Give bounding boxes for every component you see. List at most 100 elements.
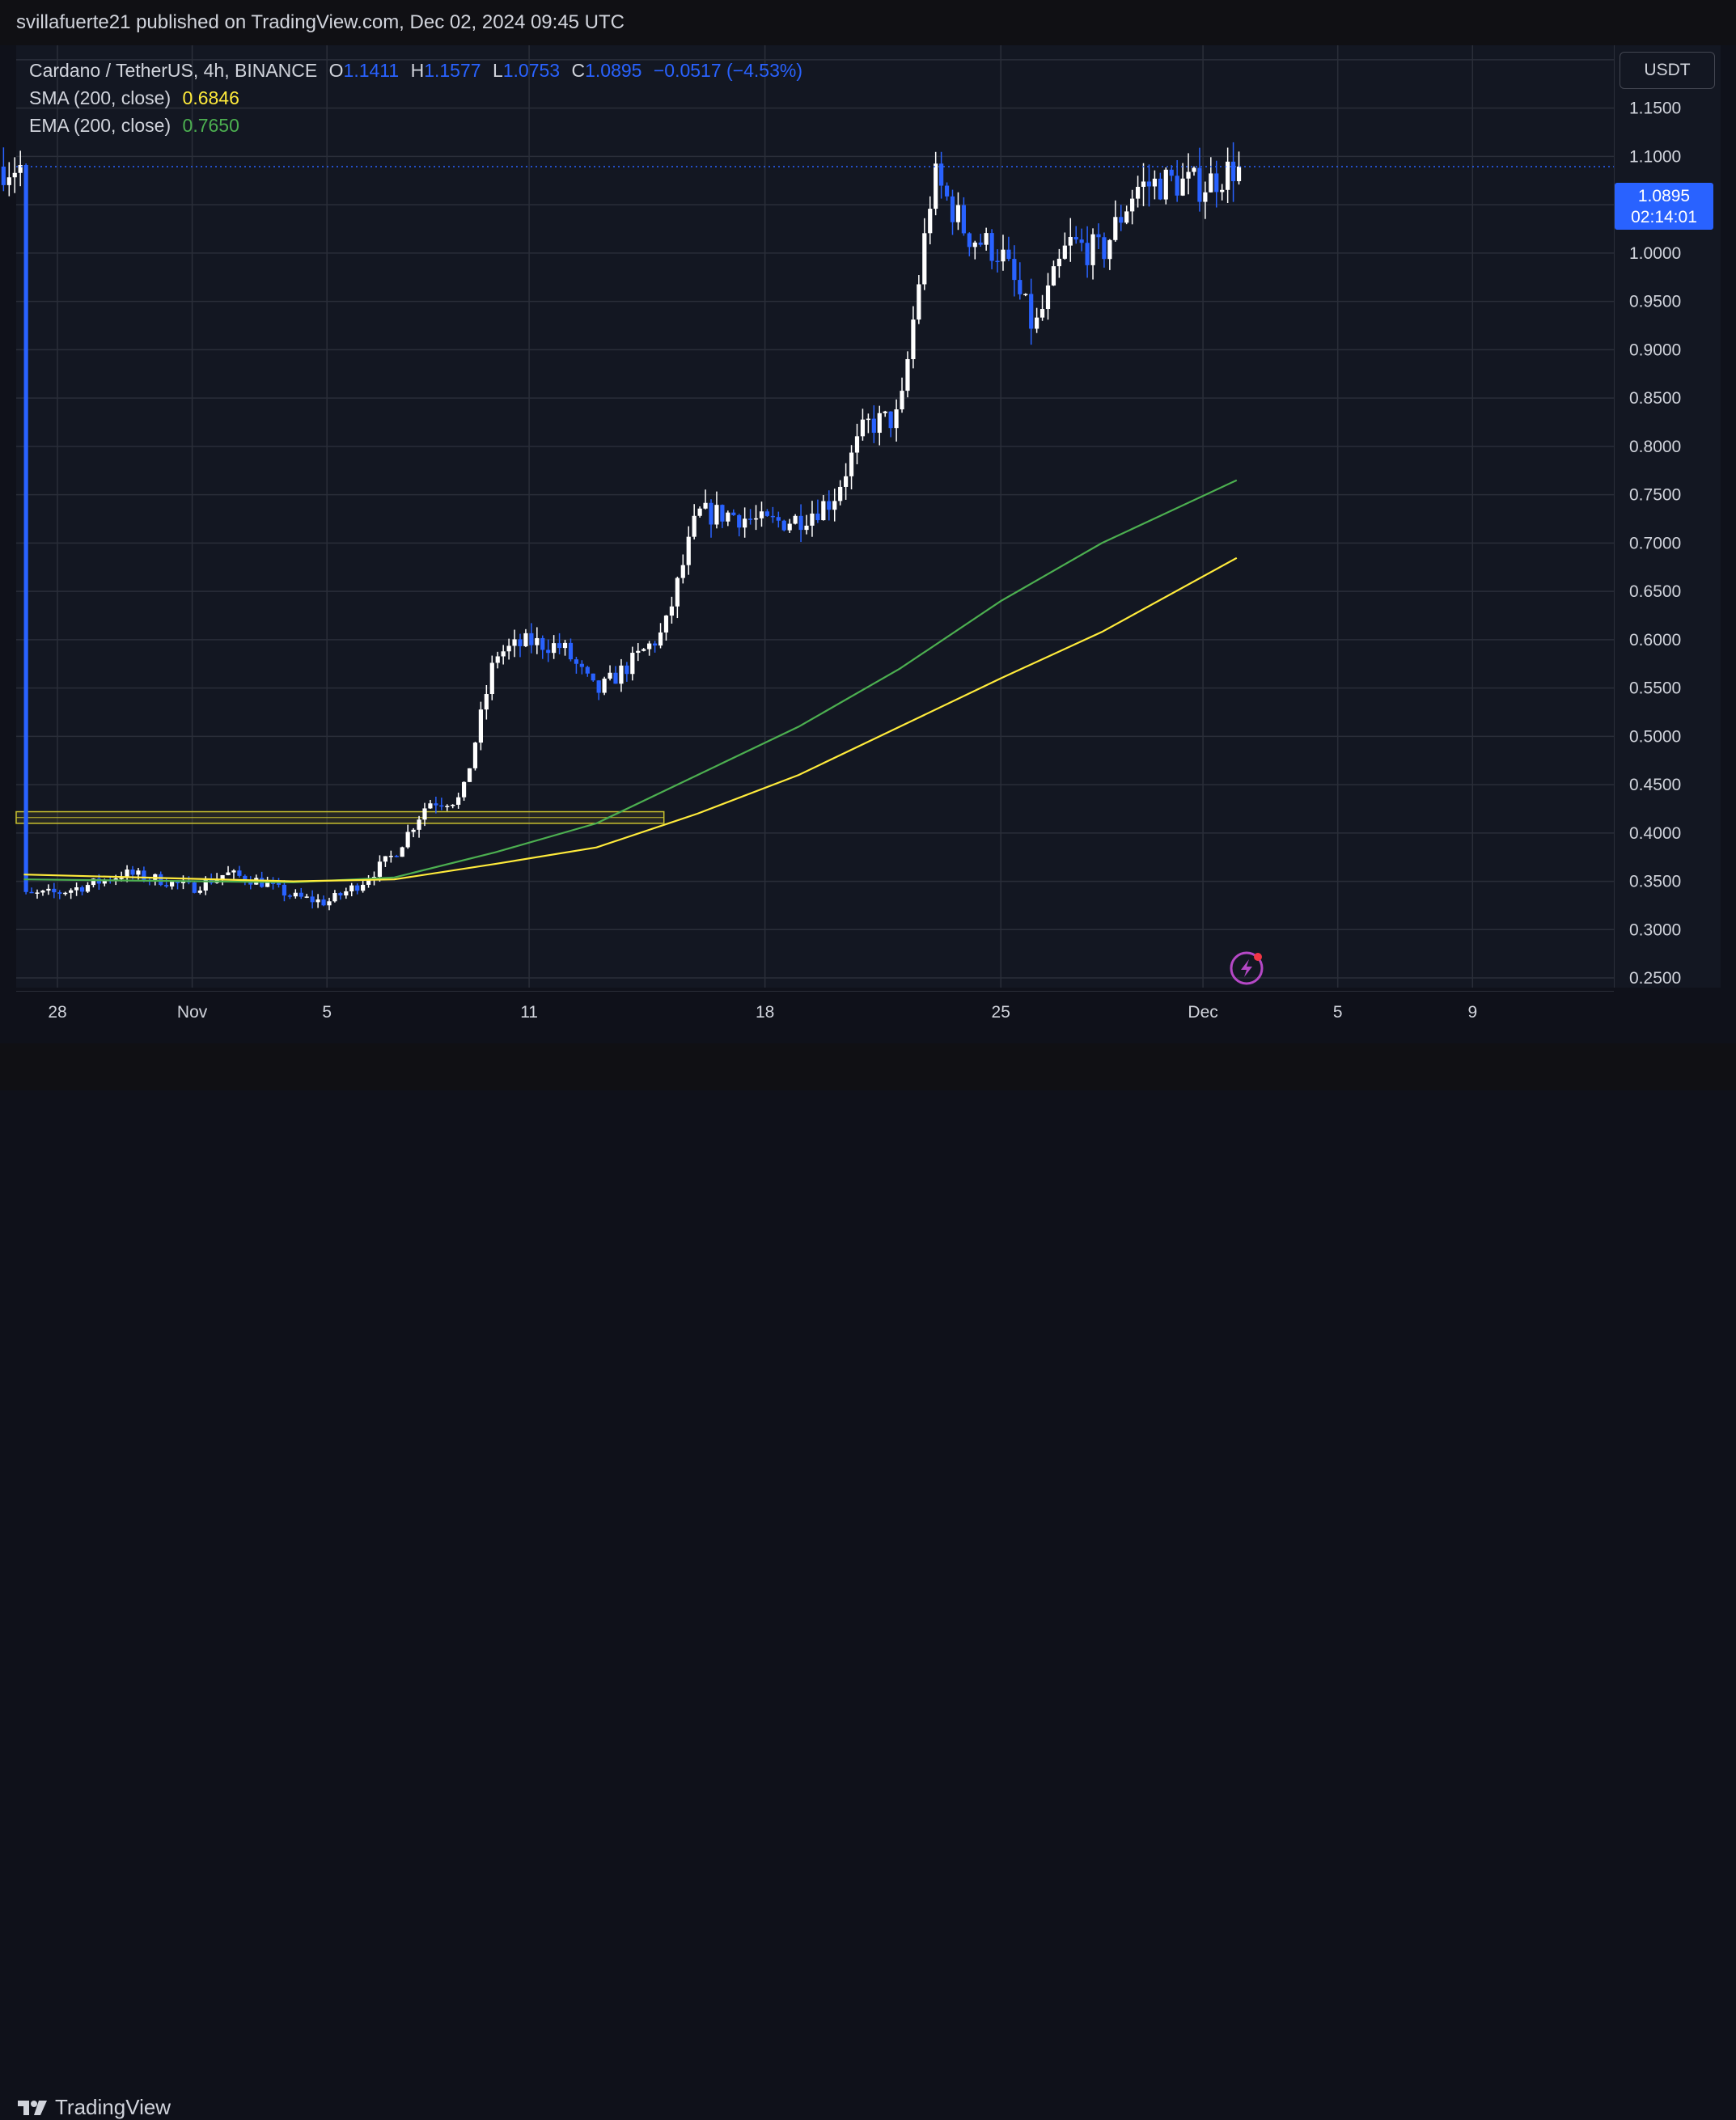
- time-tick-label: 5: [322, 1003, 332, 1022]
- candle-body: [125, 870, 129, 878]
- candle-body: [1197, 167, 1202, 202]
- brand-label: TradingView: [55, 2095, 171, 2119]
- symbol-title[interactable]: Cardano / TetherUS, 4h, BINANCE: [29, 60, 318, 81]
- candle-body: [608, 672, 612, 679]
- candle-body: [568, 642, 574, 660]
- candle-body: [1113, 217, 1118, 240]
- candle-body: [714, 505, 719, 525]
- chart-grid: [16, 45, 1614, 988]
- candle-body: [917, 284, 921, 320]
- candle-body: [472, 743, 478, 768]
- tradingview-logo-icon: [18, 2100, 47, 2115]
- candle-body: [119, 878, 124, 879]
- candle-body: [461, 781, 467, 798]
- candle-body: [1209, 173, 1213, 193]
- candle-body: [287, 895, 292, 897]
- candle-body: [1203, 192, 1208, 202]
- candle-body: [743, 518, 747, 528]
- candle-body: [428, 803, 433, 809]
- candle-body: [159, 874, 163, 886]
- high-label: H: [410, 60, 425, 81]
- candle-body: [955, 205, 961, 222]
- candle-body: [170, 881, 175, 887]
- candle-body: [63, 892, 68, 895]
- candle-body: [798, 515, 803, 531]
- candle-body: [557, 643, 562, 649]
- candle-body: [1226, 161, 1230, 190]
- candle-body: [748, 518, 753, 520]
- sma-row[interactable]: SMA (200, close) 0.6846: [29, 84, 802, 112]
- candle-body: [265, 882, 270, 887]
- candle-body: [995, 260, 1000, 263]
- candlestick-chart[interactable]: 28 Nov 5 11 18 25 Dec 5 9 0.2500 0.3000 0.3500 0.400…: [0, 0, 1736, 1090]
- sma-200-line: [23, 556, 1238, 882]
- ema-row[interactable]: EMA (200, close) 0.7650: [29, 112, 802, 139]
- time-tick-label: 25: [992, 1003, 1010, 1022]
- candle-body: [456, 797, 461, 805]
- currency-button[interactable]: USDT: [1620, 52, 1715, 89]
- candle-body: [787, 523, 792, 531]
- candle-body: [535, 637, 540, 645]
- candle-body: [1035, 317, 1039, 329]
- published-text: svillafuerte21 published on TradingView.…: [16, 11, 625, 33]
- candle-body: [1175, 176, 1179, 196]
- candle-body: [1180, 178, 1185, 196]
- candle-body: [934, 163, 938, 209]
- candle-body: [315, 899, 320, 903]
- notification-dot: [1254, 953, 1262, 961]
- price-tick-label: 0.6500: [1629, 582, 1681, 601]
- candle-body: [939, 163, 944, 186]
- candle-body: [562, 642, 568, 649]
- last-price-label: 1.0895: [1637, 187, 1691, 205]
- candle-body: [1, 166, 6, 185]
- candle-body: [35, 892, 40, 894]
- lightning-icon[interactable]: [1230, 951, 1264, 985]
- candle-body: [1236, 166, 1242, 181]
- candle-body: [349, 885, 354, 891]
- price-tick-label: 0.4000: [1629, 824, 1681, 843]
- time-tick-label: 5: [1333, 1003, 1343, 1022]
- candle-body: [276, 882, 282, 885]
- candle-body: [180, 881, 186, 883]
- candle-body: [361, 884, 366, 891]
- candle-body: [130, 870, 135, 875]
- candle-body: [810, 513, 815, 526]
- candle-body: [770, 515, 775, 518]
- candle-body: [1141, 181, 1146, 187]
- price-tick-label: 0.8500: [1629, 389, 1681, 408]
- candle-body: [478, 709, 484, 743]
- price-tick-label: 0.5000: [1629, 727, 1681, 746]
- lightning-icon-bolt: [1241, 959, 1252, 977]
- candle-body: [355, 885, 360, 891]
- candle-body: [793, 515, 798, 524]
- footer: TradingView: [0, 1043, 1736, 2119]
- candle-body: [1001, 249, 1006, 262]
- tradingview-logo[interactable]: TradingView: [16, 2095, 171, 2120]
- chart-area[interactable]: [16, 45, 1614, 988]
- price-tick-label: 0.7500: [1629, 486, 1681, 505]
- candle-body: [405, 831, 410, 848]
- candle-body: [1186, 171, 1191, 179]
- candle-body: [950, 196, 955, 222]
- candle-body: [29, 891, 34, 894]
- candle-body: [164, 885, 169, 887]
- candle-body: [512, 639, 517, 646]
- candle-body: [57, 892, 62, 895]
- candle-body: [96, 878, 101, 884]
- candle-body: [484, 694, 489, 710]
- candle-body: [1085, 243, 1090, 265]
- candle-body: [529, 633, 534, 645]
- candle-body: [518, 639, 523, 646]
- low-label: L: [492, 60, 503, 81]
- candle-body: [366, 879, 371, 885]
- time-tick-label: 9: [1467, 1003, 1477, 1022]
- candle-body: [658, 632, 663, 646]
- candle-body: [85, 885, 91, 892]
- candle-body: [1119, 217, 1124, 223]
- candle-body: [74, 887, 79, 891]
- candle-body: [1096, 234, 1101, 238]
- candle-body: [467, 768, 472, 782]
- candle-body: [759, 511, 764, 518]
- candle-body: [838, 486, 843, 501]
- candle-body: [1068, 236, 1073, 246]
